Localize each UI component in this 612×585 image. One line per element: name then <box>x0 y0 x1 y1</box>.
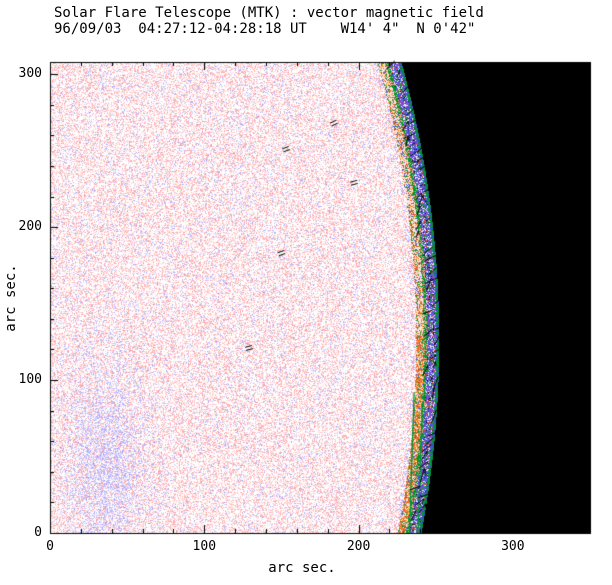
y-tick-label: 0 <box>34 525 42 540</box>
y-tick-label: 300 <box>18 66 42 82</box>
x-tick-label: 300 <box>501 539 525 554</box>
plot-subtitle: 96/09/03 04:27:12-04:28:18 UT W14' 4" N … <box>54 21 476 37</box>
x-tick-label: 0 <box>46 539 54 554</box>
x-tick-label: 200 <box>346 539 371 554</box>
y-tick-label: 200 <box>18 219 42 235</box>
plot-title: Solar Flare Telescope (MTK) : vector mag… <box>54 5 484 21</box>
x-tick-label: 100 <box>192 539 217 554</box>
y-tick-label: 100 <box>18 372 42 388</box>
x-axis-label: arc sec. <box>268 560 336 576</box>
y-axis-label: arc sec. <box>3 264 19 332</box>
